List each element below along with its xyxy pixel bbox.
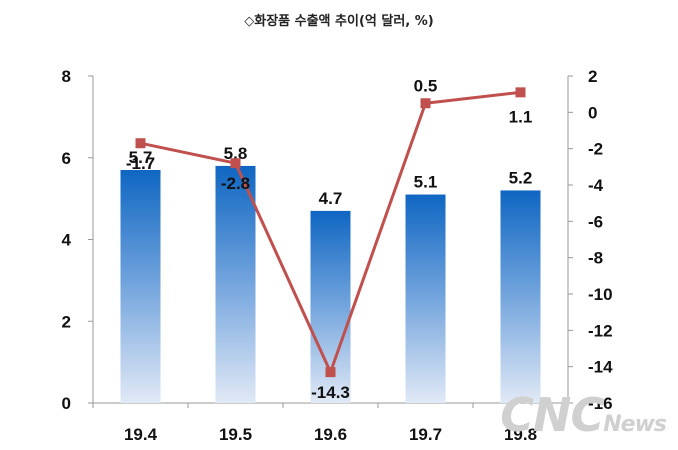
y-tick-label-left: 4	[62, 231, 72, 250]
y-tick-label-left: 2	[62, 312, 71, 331]
line-value-label: -14.3	[311, 383, 350, 402]
line-point	[230, 158, 241, 169]
y-tick-label-right: 0	[588, 103, 597, 122]
bar-value-label: 5.2	[509, 168, 533, 187]
bar-value-label: 5.1	[414, 173, 438, 192]
bar	[405, 194, 446, 403]
y-tick-label-right: -16	[588, 394, 613, 413]
line-point	[515, 87, 526, 98]
y-tick-label-right: -6	[588, 212, 603, 231]
bar	[120, 170, 161, 403]
y-tick-label-right: -8	[588, 249, 603, 268]
line-point	[325, 367, 336, 378]
y-tick-label-right: -10	[588, 285, 613, 304]
bar	[215, 165, 256, 403]
y-tick-label-left: 0	[62, 394, 71, 413]
bar-value-label: 5.8	[224, 144, 248, 163]
line-value-label: -1.7	[126, 154, 155, 173]
y-tick-label-right: -12	[588, 321, 613, 340]
x-tick-label: 19.7	[409, 425, 442, 444]
bar	[500, 190, 541, 403]
x-tick-label: 19.5	[219, 425, 252, 444]
line-value-label: 1.1	[509, 107, 533, 126]
line-value-label: -2.8	[221, 174, 250, 193]
watermark-small: News	[603, 412, 667, 437]
y-tick-label-left: 6	[62, 149, 71, 168]
watermark-logo: CNCNews	[500, 388, 667, 442]
y-tick-label-right: -4	[588, 176, 604, 195]
x-tick-label: 19.4	[124, 425, 158, 444]
y-tick-label-right: 2	[588, 67, 597, 86]
watermark-big: CNC	[500, 388, 604, 442]
x-tick-label: 19.6	[314, 425, 347, 444]
y-tick-label-right: -14	[588, 358, 613, 377]
chart-title: ◇화장품 수출액 추이(억 달러, %)	[244, 14, 434, 29]
line-point	[135, 138, 146, 149]
line-value-label: 0.5	[414, 76, 438, 95]
x-tick-label: 19.8	[504, 425, 537, 444]
bar-value-label: 4.7	[319, 189, 343, 208]
line-point	[420, 98, 431, 109]
bar-value-label: 5.7	[129, 148, 153, 167]
y-tick-label-right: -2	[588, 140, 603, 159]
y-tick-label-left: 8	[62, 67, 71, 86]
